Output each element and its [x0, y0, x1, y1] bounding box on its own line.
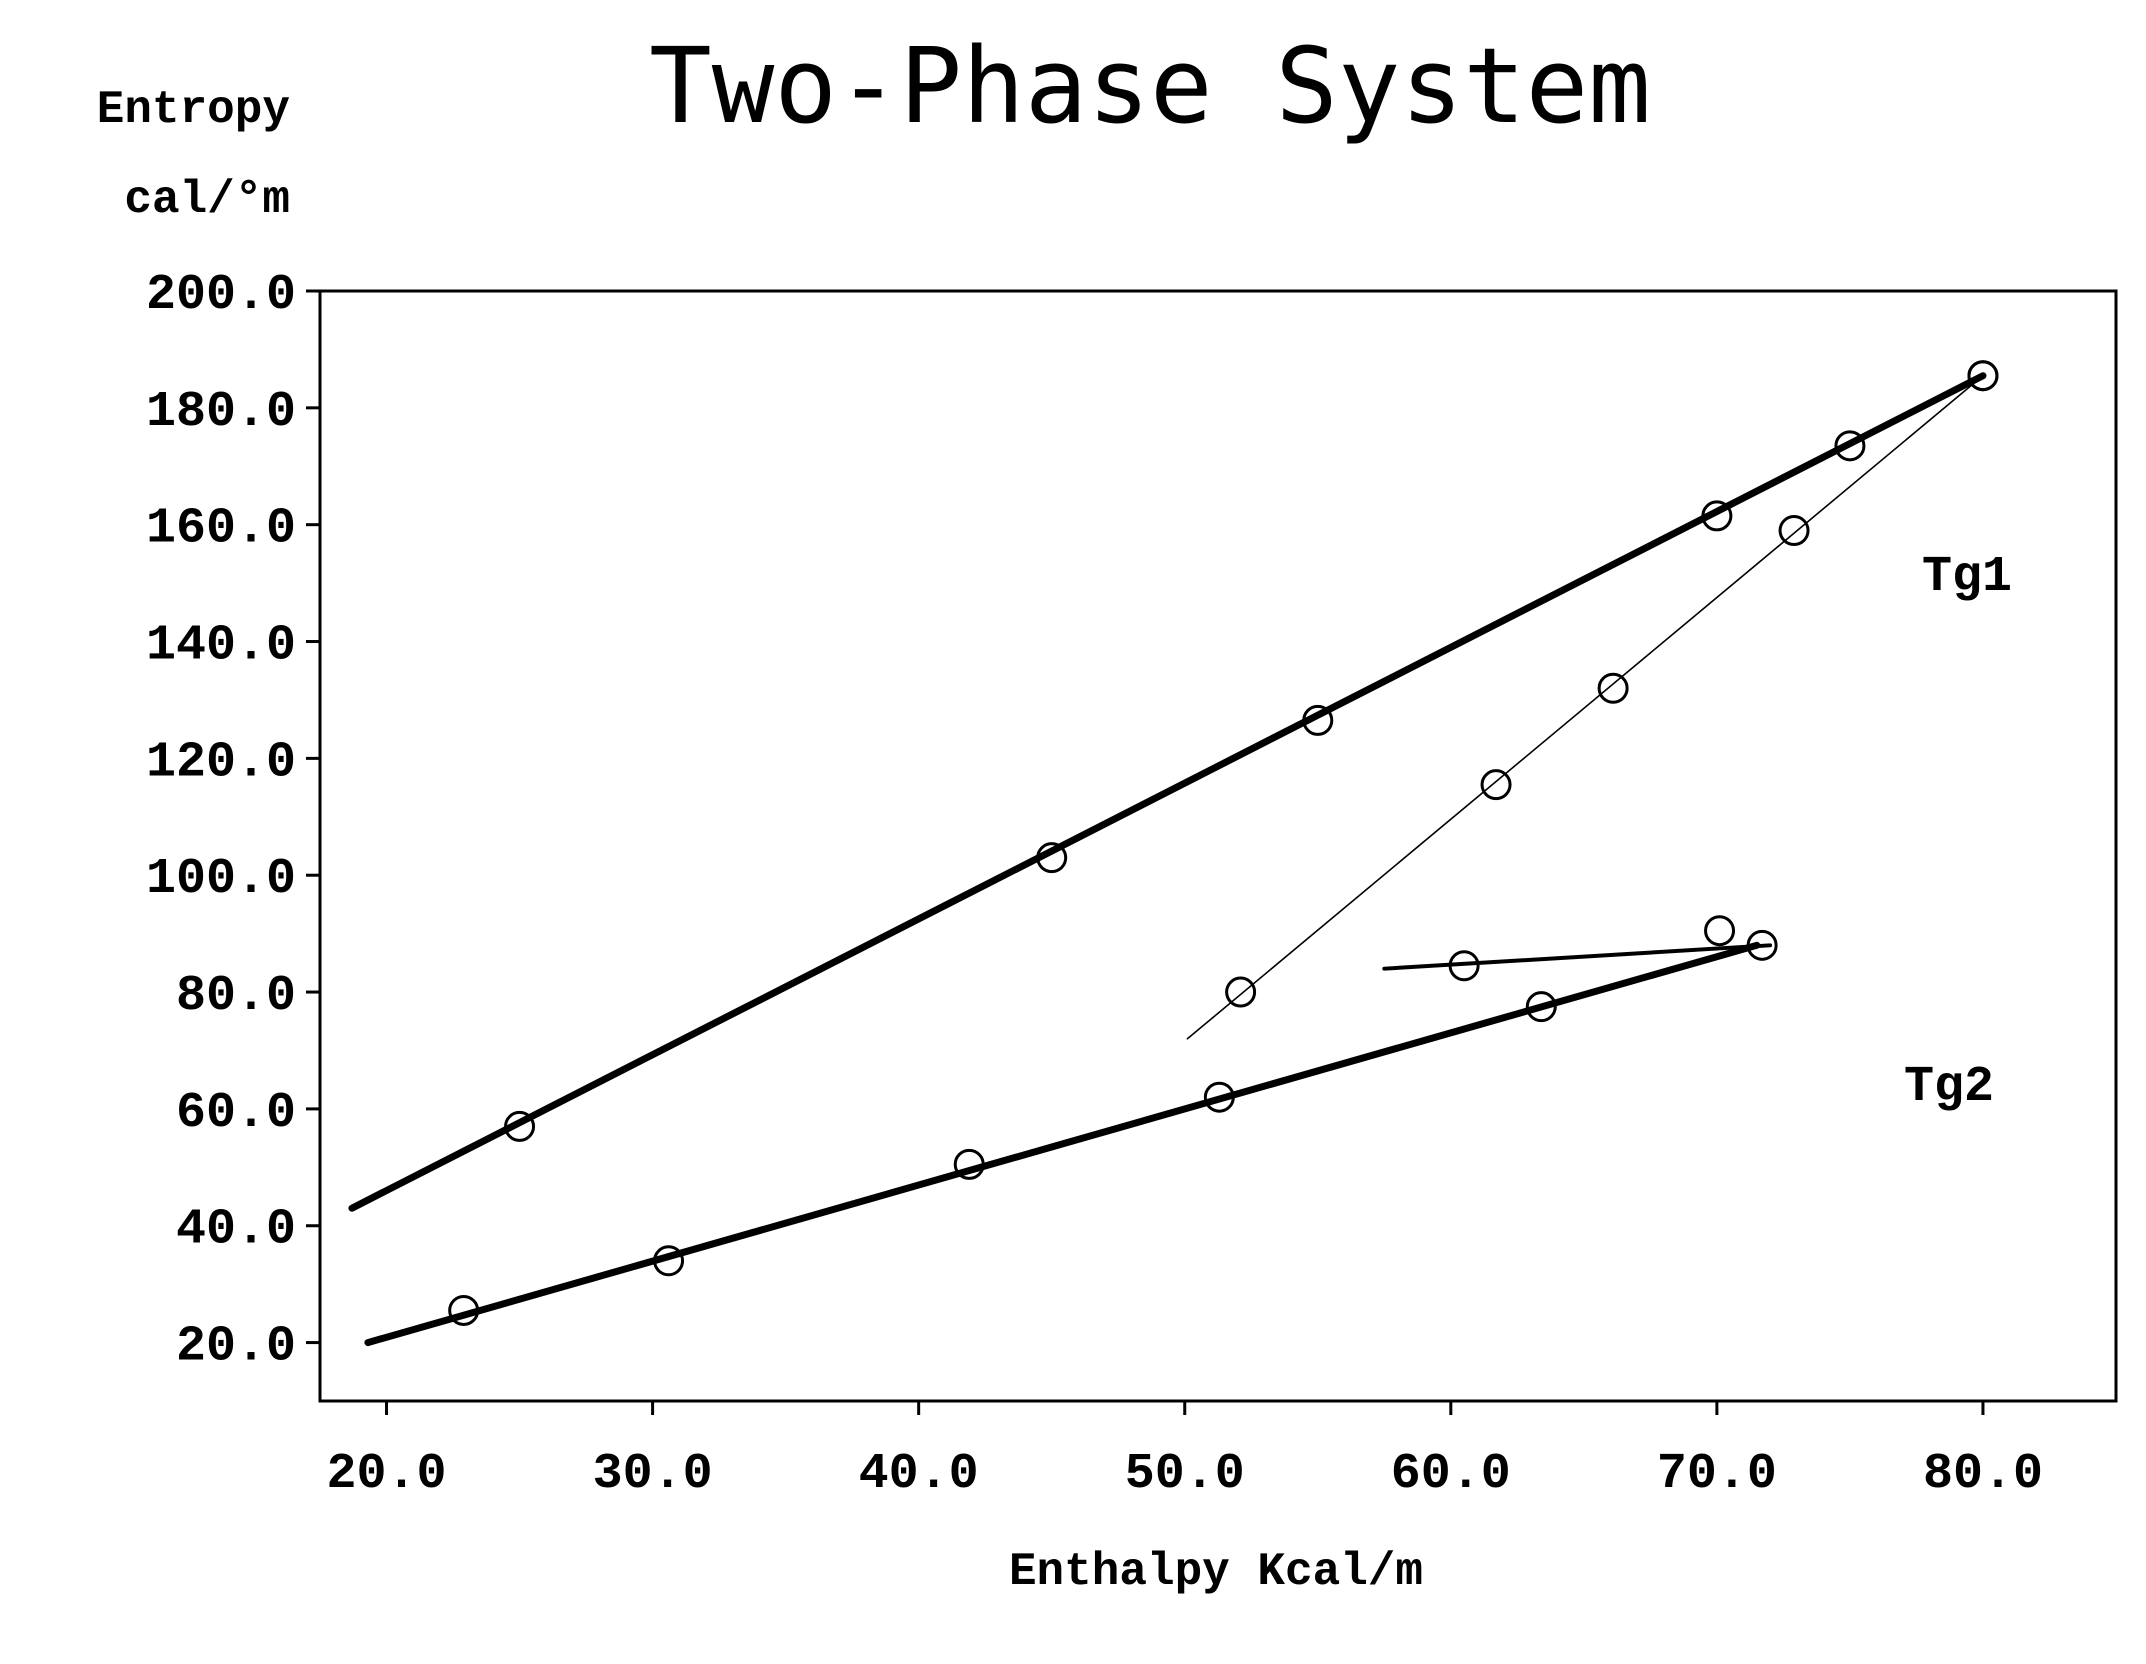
series-1-point-1	[1036, 842, 1068, 874]
series-1-point-0	[504, 1110, 536, 1142]
series-2-point-1	[1480, 769, 1512, 801]
x-axis-ticks: 20.0 30.0 40.0 50.0 60.0 70.0 80.0	[327, 1401, 2043, 1503]
series-3-line	[1382, 943, 1773, 971]
x-axis-title: Enthalpy Kcal/m	[1009, 1546, 1423, 1598]
y-tick-label-1: 40.0	[176, 1202, 296, 1259]
annotation-tg2: Tg2	[1904, 1059, 1994, 1116]
series-4-point-2	[953, 1148, 985, 1180]
series-2-point-3	[1778, 515, 1810, 547]
y-tick-label-0: 20.0	[176, 1319, 296, 1376]
series-1-point-3	[1701, 500, 1733, 532]
y-tick-label-8: 180.0	[146, 384, 296, 441]
y-tick-label-6: 140.0	[146, 618, 296, 675]
series-3-point-0	[1448, 950, 1480, 982]
plot-frame	[318, 289, 2118, 1403]
series-2-point-4	[1967, 360, 1999, 392]
chart-title: Two-Phase System	[649, 25, 1651, 147]
series-1-point-2	[1302, 704, 1334, 736]
series-4-point-4	[1525, 991, 1557, 1023]
series-layer	[348, 360, 1999, 1347]
x-tick-label-1: 30.0	[593, 1446, 713, 1503]
series-4-point-0	[448, 1294, 480, 1326]
y-axis-title: Entropy	[97, 84, 290, 136]
series-2-point-0	[1225, 976, 1257, 1008]
y-tick-label-3: 80.0	[176, 968, 296, 1025]
annotation-tg1: Tg1	[1922, 549, 2012, 606]
series-1-point-4	[1834, 430, 1866, 462]
series-3	[1382, 915, 1778, 982]
x-tick-label-3: 50.0	[1125, 1446, 1245, 1503]
x-tick-label-0: 20.0	[327, 1446, 447, 1503]
y-tick-label-7: 160.0	[146, 501, 296, 558]
series-2-line	[1186, 374, 1984, 1040]
series-4-point-1	[653, 1245, 685, 1277]
series-2-point-2	[1597, 672, 1629, 704]
y-tick-label-9: 200.0	[146, 267, 296, 324]
x-tick-label-2: 40.0	[859, 1446, 979, 1503]
series-4-line	[364, 941, 1761, 1347]
series-1	[348, 360, 1999, 1212]
x-tick-label-4: 60.0	[1391, 1446, 1511, 1503]
series-2	[1186, 360, 1999, 1040]
series-4-point-3	[1203, 1081, 1235, 1113]
x-tick-label-5: 70.0	[1657, 1446, 1777, 1503]
y-axis-ticks: 20.0 40.0 60.0 80.0 100.0 120.0 140.0 160.0 180.…	[146, 267, 320, 1376]
series-3-point-1	[1704, 915, 1736, 947]
series-1-line	[348, 372, 1987, 1212]
series-4	[364, 941, 1761, 1347]
y-axis-unit: cal/°m	[124, 174, 290, 226]
y-tick-label-5: 120.0	[146, 734, 296, 791]
y-tick-label-4: 100.0	[146, 851, 296, 908]
y-tick-label-2: 60.0	[176, 1085, 296, 1142]
x-tick-label-6: 80.0	[1923, 1446, 2043, 1503]
